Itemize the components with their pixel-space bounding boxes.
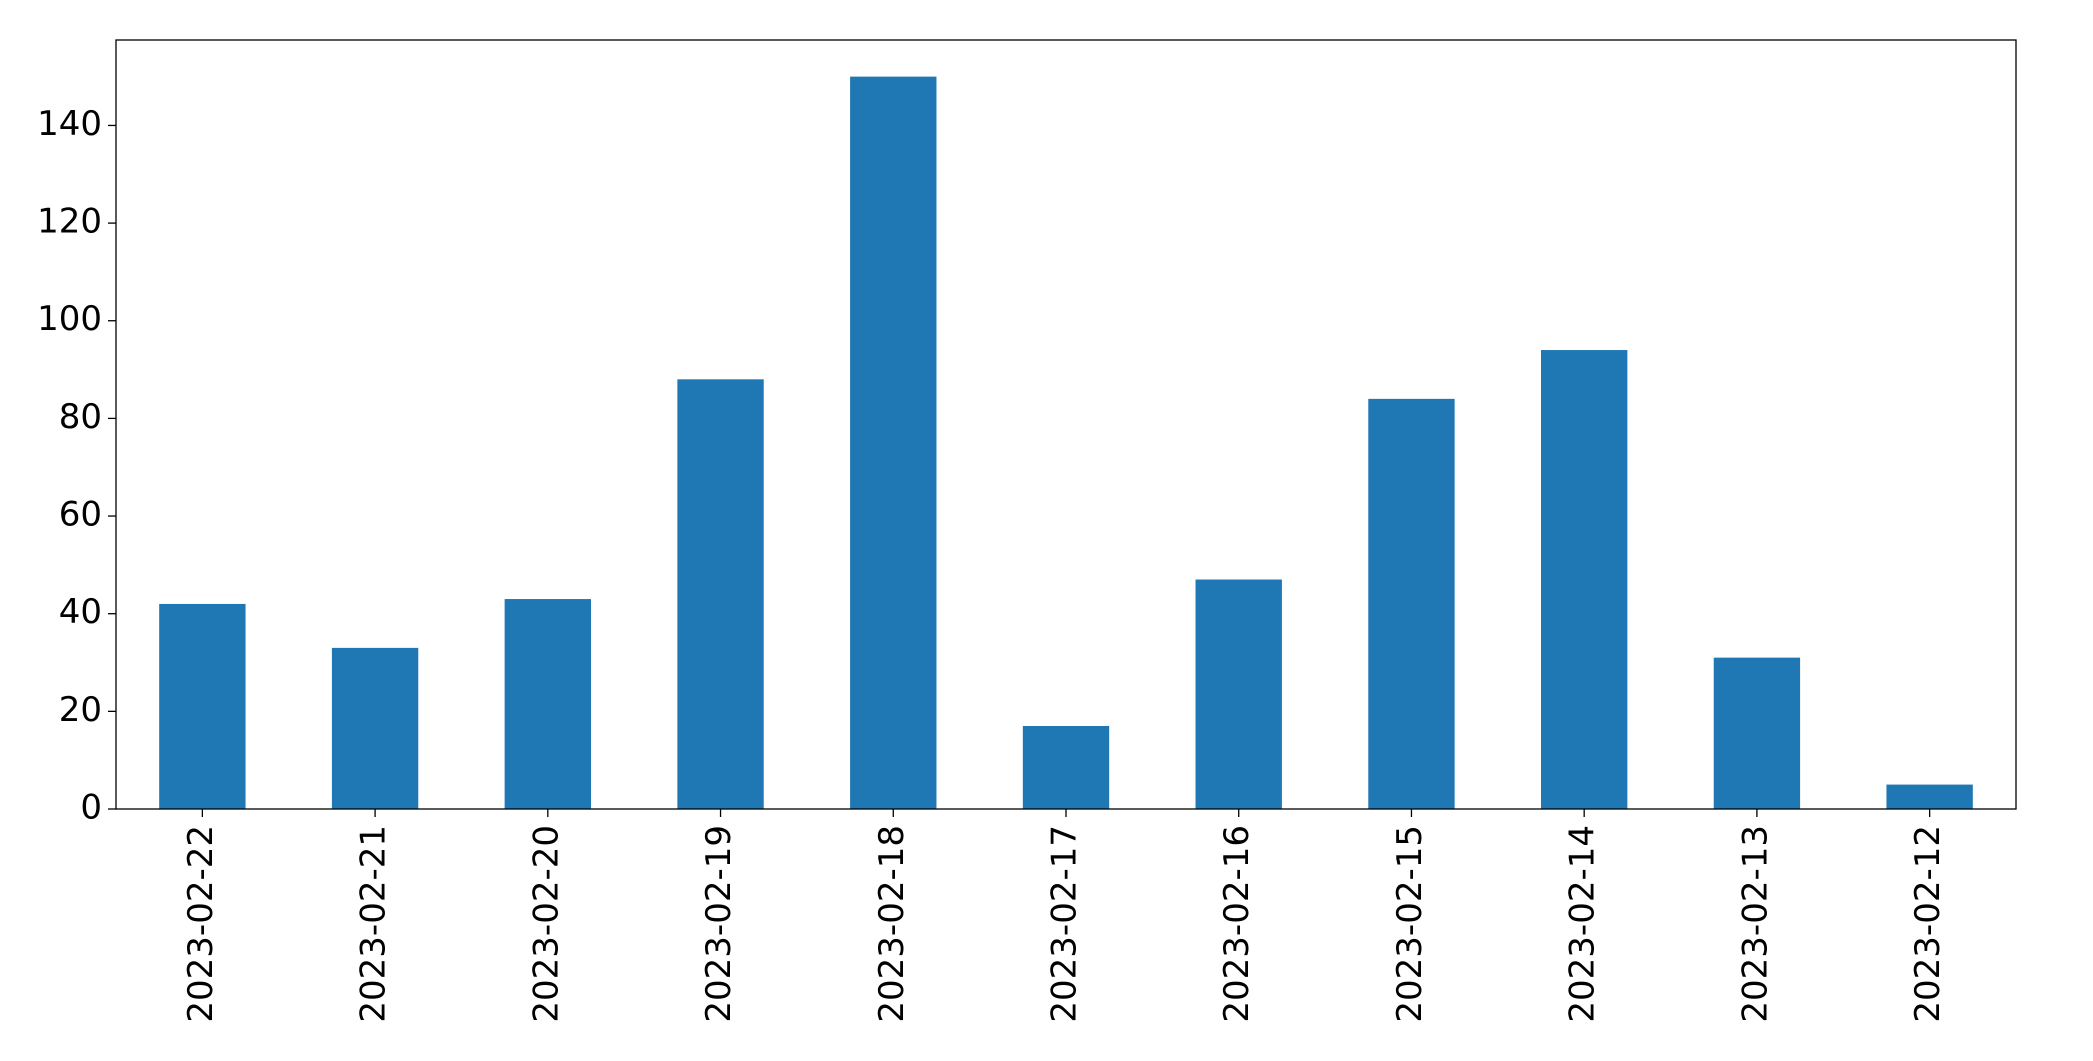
bar bbox=[850, 76, 937, 810]
bar bbox=[331, 647, 419, 809]
bar bbox=[504, 599, 591, 809]
bar bbox=[677, 379, 764, 809]
bar bbox=[1368, 398, 1455, 809]
y-tick-label: 20 bbox=[59, 690, 102, 730]
y-tick-label: 40 bbox=[59, 592, 102, 632]
bar bbox=[1886, 784, 1973, 809]
y-tick-label: 140 bbox=[37, 104, 102, 144]
bar bbox=[1195, 579, 1282, 809]
x-tick-label: 2023-02-13 bbox=[1735, 825, 1775, 1023]
bar bbox=[1713, 657, 1801, 809]
bar bbox=[1541, 350, 1628, 809]
x-tick-label: 2023-02-12 bbox=[1908, 825, 1948, 1023]
x-tick-label: 2023-02-17 bbox=[1045, 825, 1085, 1023]
y-tick-label: 0 bbox=[80, 788, 102, 828]
x-tick-label: 2023-02-21 bbox=[354, 825, 394, 1023]
plot-frame bbox=[115, 39, 2017, 810]
y-tick-label: 100 bbox=[37, 299, 102, 339]
x-tick-label: 2023-02-18 bbox=[872, 825, 912, 1023]
bar bbox=[159, 603, 246, 809]
y-tick-label: 60 bbox=[59, 495, 102, 535]
x-tick-label: 2023-02-22 bbox=[181, 825, 221, 1023]
x-tick-label: 2023-02-16 bbox=[1217, 825, 1257, 1023]
x-tick-label: 2023-02-15 bbox=[1390, 825, 1430, 1023]
x-tick-label: 2023-02-14 bbox=[1563, 825, 1603, 1023]
x-tick-label: 2023-02-19 bbox=[699, 825, 739, 1023]
bar bbox=[1022, 725, 1110, 809]
x-tick-label: 2023-02-20 bbox=[526, 825, 566, 1023]
y-tick-label: 80 bbox=[59, 397, 102, 437]
y-tick-label: 120 bbox=[37, 202, 102, 242]
